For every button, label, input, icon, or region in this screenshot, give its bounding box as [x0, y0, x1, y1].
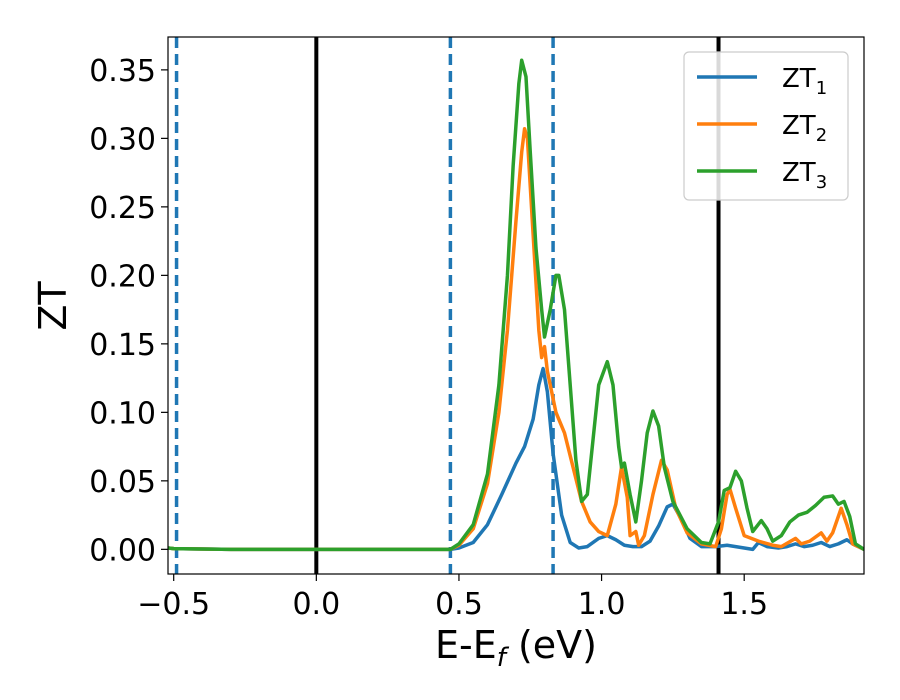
x-tick-label: −0.5 — [137, 587, 210, 622]
series-line-3 — [168, 58, 864, 552]
y-tick-label: 0.25 — [89, 191, 156, 226]
x-tick-label: 0.5 — [435, 587, 483, 622]
x-axis-title: E-Ef (eV) — [435, 623, 597, 673]
x-axis: −0.5 0.0 0.5 1.0 1.5 — [137, 574, 768, 622]
legend-label-2: ZT2 — [782, 111, 827, 146]
y-tick-label: 0.15 — [89, 328, 156, 363]
x-tick-label: 1.0 — [578, 587, 626, 622]
y-tick-label: 0.20 — [89, 259, 156, 294]
legend: ZT1 ZT2 ZT3 — [683, 51, 849, 201]
legend-label-3: ZT3 — [782, 158, 827, 193]
series-lines — [168, 58, 864, 552]
series-line-1 — [168, 366, 864, 552]
legend-label-1: ZT1 — [782, 64, 827, 99]
y-axis-title: ZT — [31, 281, 75, 331]
reference-lines — [174, 37, 721, 574]
plot-frame — [167, 36, 865, 575]
legend-box — [683, 51, 849, 201]
y-tick-label: 0.05 — [89, 465, 156, 500]
x-tick-label: 1.5 — [720, 587, 768, 622]
series-line-2 — [168, 127, 864, 552]
x-tick-label: 0.0 — [292, 587, 340, 622]
y-tick-label: 0.35 — [89, 54, 156, 89]
y-axis: 0.00 0.05 0.10 0.15 0.20 0.25 0.30 0.35 — [89, 54, 168, 568]
y-tick-label: 0.00 — [89, 533, 156, 568]
y-tick-label: 0.10 — [89, 396, 156, 431]
y-tick-label: 0.30 — [89, 122, 156, 157]
